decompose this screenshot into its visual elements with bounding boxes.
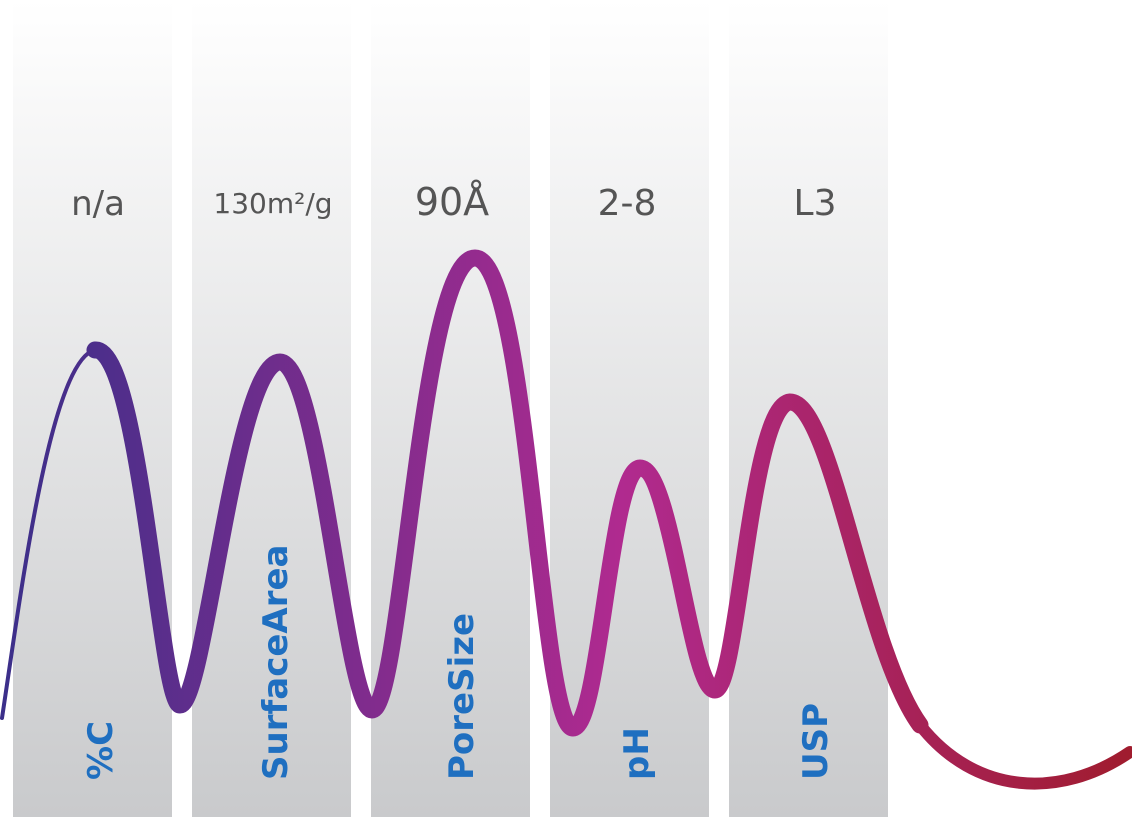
- column-label: %C: [81, 721, 121, 780]
- column-label: PoreSize: [442, 613, 482, 780]
- column-value: 2-8: [598, 183, 657, 224]
- column-band: [371, 0, 530, 817]
- wave-tail: [914, 719, 1132, 790]
- column-value: 130m²/g: [213, 187, 332, 220]
- column-value: n/a: [71, 184, 125, 224]
- column-band: [550, 0, 709, 817]
- column-value: L3: [794, 183, 837, 224]
- wave-curve: [0, 249, 1132, 790]
- wave-band: [86, 249, 929, 737]
- wave-start-line: [0, 348, 97, 720]
- column-labels: %C SurfaceArea PoreSize pH USP: [81, 545, 836, 781]
- column-label: USP: [796, 703, 836, 780]
- column-label: SurfaceArea: [256, 545, 296, 781]
- column-value: 90Å: [415, 180, 489, 224]
- column-label: pH: [617, 727, 657, 780]
- column-band: [13, 0, 172, 817]
- column-band: [192, 0, 351, 817]
- column-values: n/a 130m²/g 90Å 2-8 L3: [71, 180, 836, 224]
